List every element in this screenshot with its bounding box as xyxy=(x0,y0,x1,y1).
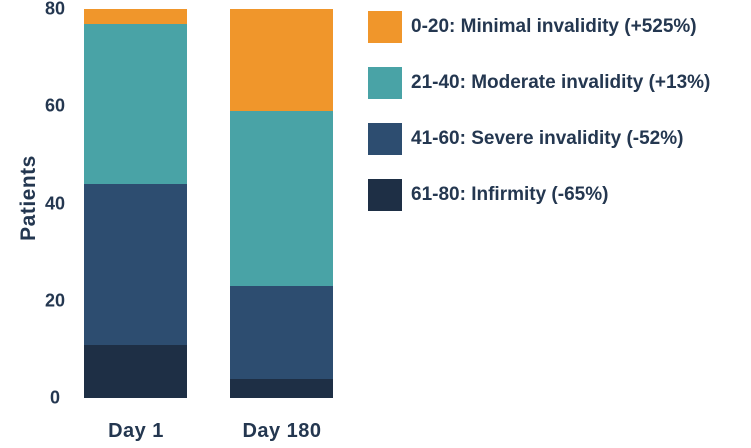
legend-item-moderate-invalidity: 21-40: Moderate invalidity (+13%) xyxy=(368,67,710,99)
legend-swatch-minimal-invalidity xyxy=(368,11,402,43)
bar-segment xyxy=(230,9,333,112)
y-tick-60: 60 xyxy=(44,95,66,116)
legend-swatch-infirmity xyxy=(368,179,402,211)
y-axis-title: Patients xyxy=(17,155,40,241)
bar-segment xyxy=(84,184,187,345)
legend-item-minimal-invalidity: 0-20: Minimal invalidity (+525%) xyxy=(368,11,697,43)
legend-label: 41-60: Severe invalidity (-52%) xyxy=(411,128,684,149)
y-tick-80: 80 xyxy=(44,0,66,19)
legend-swatch-severe-invalidity xyxy=(368,123,402,155)
bar-day-180 xyxy=(230,9,333,398)
y-tick-0: 0 xyxy=(49,387,61,408)
bar-day-1 xyxy=(84,9,187,398)
bar-segment xyxy=(84,9,187,24)
bar-segment xyxy=(84,23,187,185)
legend-item-infirmity: 61-80: Infirmity (-65%) xyxy=(368,179,608,211)
legend-label: 61-80: Infirmity (-65%) xyxy=(411,184,609,205)
x-tick-day-1: Day 1 xyxy=(108,420,164,442)
y-tick-20: 20 xyxy=(44,290,66,311)
bar-segment xyxy=(230,286,333,379)
bar-segment xyxy=(230,111,333,287)
bar-segment xyxy=(230,378,333,398)
bar-segment xyxy=(84,344,187,398)
legend-swatch-moderate-invalidity xyxy=(368,67,402,99)
legend-label: 21-40: Moderate invalidity (+13%) xyxy=(411,72,711,93)
x-tick-day-180: Day 180 xyxy=(242,420,322,442)
legend-label: 0-20: Minimal invalidity (+525%) xyxy=(411,16,697,37)
legend-item-severe-invalidity: 41-60: Severe invalidity (-52%) xyxy=(368,123,683,155)
y-tick-40: 40 xyxy=(44,193,66,213)
